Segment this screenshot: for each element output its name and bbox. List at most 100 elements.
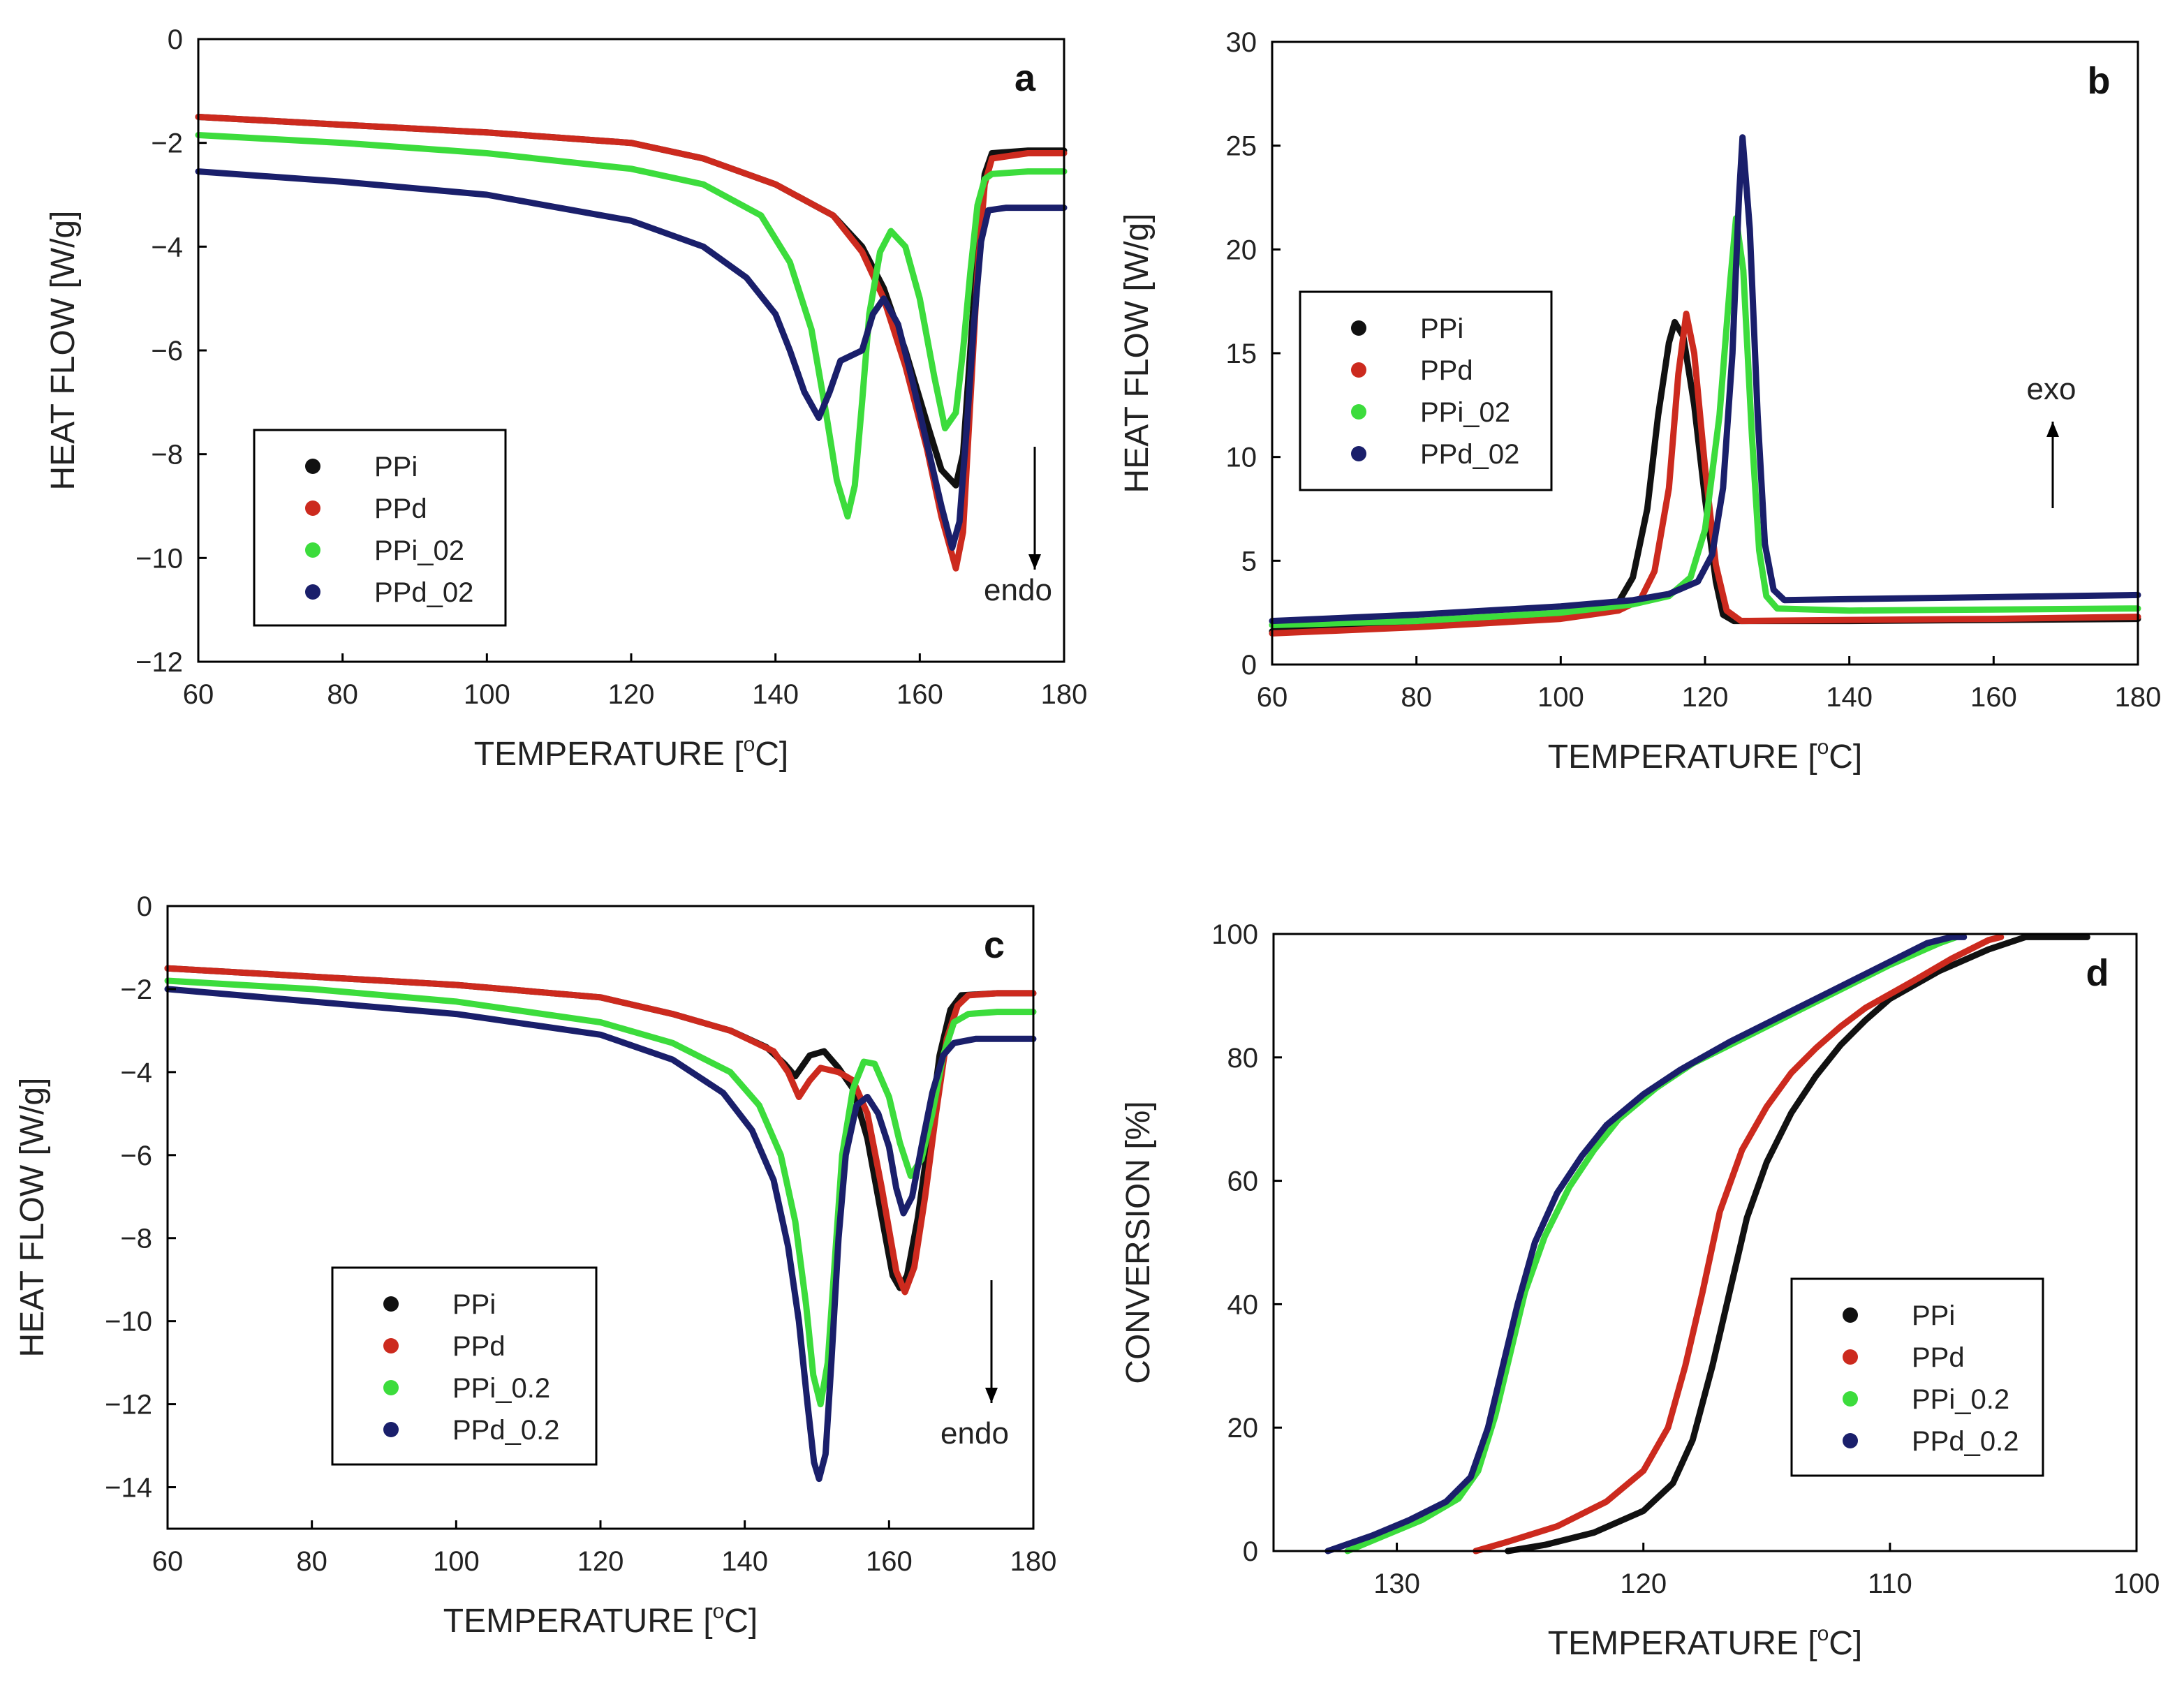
panel-label: a bbox=[1014, 57, 1036, 99]
legend-marker-PPd bbox=[305, 500, 320, 516]
legend-label: PPd_0.2 bbox=[1912, 1426, 2019, 1457]
y-axis-title: HEAT FLOW [W/g] bbox=[14, 1078, 51, 1358]
y-tick-label: −2 bbox=[151, 128, 183, 159]
legend-box bbox=[253, 429, 507, 627]
series-line-PPd_02 bbox=[195, 168, 1068, 551]
legend-marker-PPd_02 bbox=[305, 584, 320, 600]
legend-label: PPi_0.2 bbox=[452, 1373, 550, 1404]
legend: PPi PPd PPi_0.2 PPd_0.2 bbox=[1790, 1277, 2044, 1477]
x-tick-label: 100 bbox=[433, 1546, 480, 1577]
annotation-text: exo bbox=[2027, 372, 2076, 406]
y-axis-title: CONVERSION [%] bbox=[1120, 1101, 1157, 1384]
panel-a: 60 80 100 120 140 160 180 0 −2 −4 −6 −8 −10 −12 TEMPER… bbox=[45, 24, 1087, 773]
y-tick-label: −6 bbox=[151, 336, 183, 366]
series-line-PPd_0.2 bbox=[164, 986, 1037, 1483]
y-tick-label: 20 bbox=[1226, 235, 1257, 265]
legend-label: PPd bbox=[374, 494, 427, 524]
legend-label: PPi bbox=[374, 452, 418, 482]
x-axis-title: TEMPERATURE [oC] bbox=[1548, 1622, 1863, 1662]
x-tick-label: 80 bbox=[1401, 682, 1432, 713]
y-tick-label: −8 bbox=[151, 440, 183, 470]
x-tick-label: 120 bbox=[577, 1546, 624, 1577]
legend: PPi PPd PPi_02 PPd_02 bbox=[253, 429, 507, 627]
legend-marker-PPi bbox=[1351, 320, 1366, 336]
arrow-head-icon bbox=[1028, 554, 1041, 570]
x-tick-label: 120 bbox=[1620, 1568, 1667, 1599]
x-tick-label: 140 bbox=[721, 1546, 768, 1577]
series-line-PPi_02 bbox=[1269, 215, 2141, 628]
y-tick-label: −6 bbox=[120, 1141, 152, 1171]
annotation-text: endo bbox=[984, 573, 1052, 607]
panel-label: d bbox=[2086, 952, 2109, 994]
y-tick-label: 80 bbox=[1227, 1043, 1259, 1074]
x-tick-label: 60 bbox=[1257, 682, 1288, 713]
legend-box bbox=[1790, 1277, 2044, 1477]
x-tick-label: 100 bbox=[464, 679, 510, 710]
legend-marker-PPd_0.2 bbox=[383, 1422, 399, 1437]
y-tick-label: −4 bbox=[120, 1058, 152, 1088]
annotation-exo: exo bbox=[2027, 372, 2076, 508]
y-tick-label: 0 bbox=[137, 891, 152, 922]
legend-marker-PPd bbox=[1351, 362, 1366, 378]
panel-b: 60 80 100 120 140 160 180 0 5 10 15 20 25 30 TEMPERATU… bbox=[1119, 27, 2161, 776]
series-line-PPd_02 bbox=[1269, 134, 2141, 625]
legend-label: PPd_0.2 bbox=[452, 1415, 559, 1446]
legend: PPi PPd PPi_02 PPd_02 bbox=[1299, 290, 1553, 491]
legend-marker-PPi_0.2 bbox=[1843, 1391, 1858, 1407]
legend: PPi PPd PPi_0.2 PPd_0.2 bbox=[331, 1266, 598, 1466]
y-tick-label: 20 bbox=[1227, 1413, 1259, 1444]
x-tick-label: 110 bbox=[1868, 1568, 1912, 1599]
annotation-endo: endo bbox=[940, 1280, 1009, 1451]
legend-box bbox=[1299, 290, 1553, 491]
arrow-head-icon bbox=[2046, 422, 2059, 437]
y-tick-label: −10 bbox=[135, 543, 183, 574]
series-line-PPi_0.2 bbox=[164, 977, 1037, 1408]
y-tick-label: 100 bbox=[1211, 919, 1258, 950]
legend-label: PPi_0.2 bbox=[1912, 1384, 2009, 1415]
legend-marker-PPi bbox=[1843, 1307, 1858, 1323]
series-line-PPd bbox=[1269, 311, 2141, 637]
x-tick-label: 80 bbox=[327, 679, 358, 710]
y-tick-label: −14 bbox=[105, 1473, 152, 1504]
y-tick-label: 25 bbox=[1226, 131, 1257, 162]
arrow-head-icon bbox=[985, 1388, 998, 1403]
x-tick-label: 120 bbox=[608, 679, 655, 710]
panel-label: c bbox=[984, 924, 1005, 966]
x-tick-label: 160 bbox=[866, 1546, 913, 1577]
y-tick-label: 0 bbox=[1241, 650, 1257, 681]
legend-marker-PPd bbox=[383, 1338, 399, 1353]
y-tick-label: −2 bbox=[120, 974, 152, 1005]
legend-label: PPd_02 bbox=[1420, 439, 1519, 470]
x-tick-label: 140 bbox=[752, 679, 799, 710]
y-tick-label: 0 bbox=[1243, 1536, 1258, 1567]
series-line-PPd bbox=[1473, 933, 2005, 1555]
x-tick-label: 60 bbox=[183, 679, 214, 710]
x-tick-label: 120 bbox=[1682, 682, 1729, 713]
legend-label: PPi bbox=[1420, 313, 1463, 344]
series-line-PPi_02 bbox=[195, 132, 1068, 520]
series-line-PPi bbox=[1505, 933, 2090, 1555]
legend-marker-PPi_02 bbox=[1351, 404, 1366, 420]
x-tick-label: 180 bbox=[1010, 1546, 1057, 1577]
x-tick-label: 80 bbox=[296, 1546, 327, 1577]
y-tick-label: 60 bbox=[1227, 1166, 1259, 1197]
panel-c: 60 80 100 120 140 160 180 0 −2 −4 −6 −8 −10 −12 −14 TEM… bbox=[14, 891, 1056, 1640]
legend-marker-PPd bbox=[1843, 1349, 1858, 1365]
legend-label: PPi_02 bbox=[1420, 397, 1510, 428]
legend-marker-PPi_0.2 bbox=[383, 1380, 399, 1395]
y-tick-label: 40 bbox=[1227, 1289, 1259, 1320]
x-tick-label: 180 bbox=[1041, 679, 1088, 710]
legend-label: PPd bbox=[452, 1331, 506, 1362]
legend-label: PPd bbox=[1420, 355, 1473, 386]
annotation-text: endo bbox=[940, 1416, 1009, 1451]
y-tick-label: 10 bbox=[1226, 443, 1257, 473]
y-axis-title: HEAT FLOW [W/g] bbox=[45, 211, 82, 491]
x-tick-label: 60 bbox=[152, 1546, 184, 1577]
y-tick-label: −4 bbox=[151, 232, 183, 262]
legend-marker-PPd_02 bbox=[1351, 446, 1366, 461]
panel-label: b bbox=[2088, 60, 2111, 102]
y-tick-label: 0 bbox=[168, 24, 183, 55]
legend-marker-PPd_0.2 bbox=[1843, 1433, 1858, 1448]
legend-box bbox=[331, 1266, 598, 1466]
x-tick-label: 160 bbox=[1970, 682, 2017, 713]
